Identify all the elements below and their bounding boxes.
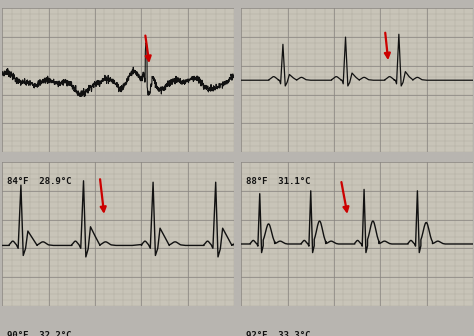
Text: 84°F  28.9°C: 84°F 28.9°C [7,177,72,186]
Text: 92°F  33.3°C: 92°F 33.3°C [246,331,310,336]
Text: 88°F  31.1°C: 88°F 31.1°C [246,177,310,186]
Text: 90°F  32.2°C: 90°F 32.2°C [7,331,72,336]
